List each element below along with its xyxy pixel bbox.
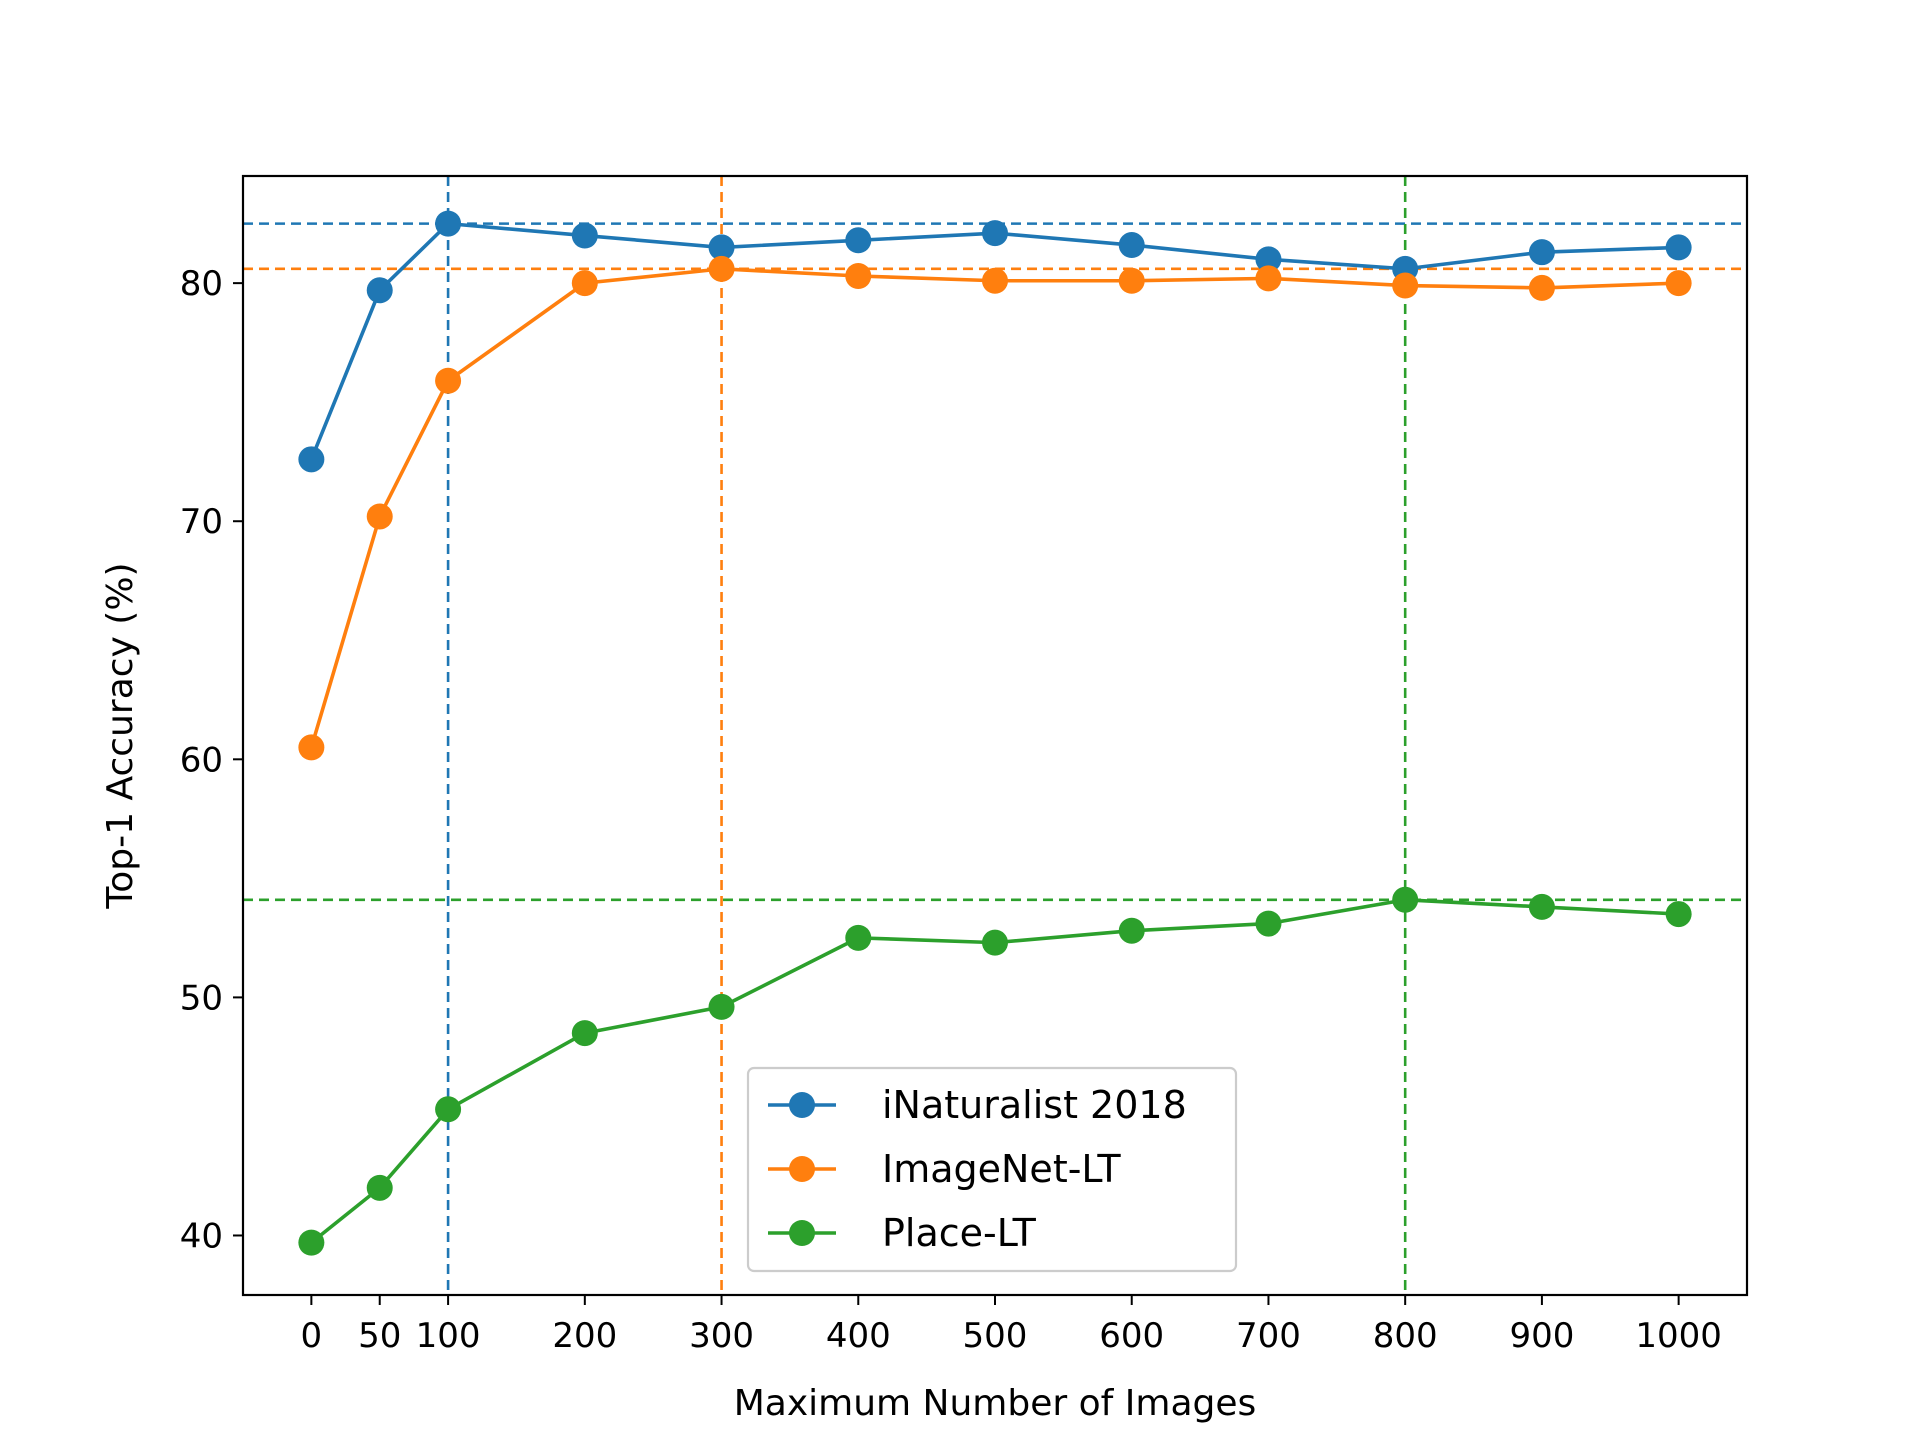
data-point	[298, 446, 325, 473]
data-point	[1392, 272, 1419, 299]
data-point	[845, 262, 872, 289]
data-point	[571, 1020, 598, 1047]
y-tick-label: 80	[180, 264, 223, 304]
y-axis-label: Top-1 Accuracy (%)	[100, 562, 141, 909]
legend-label: iNaturalist 2018	[882, 1083, 1187, 1127]
legend: iNaturalist 2018 ImageNet-LT Place-LT	[746, 1066, 1238, 1273]
x-tick-label: 50	[358, 1316, 401, 1356]
data-point	[435, 367, 462, 394]
x-tick-label: 100	[416, 1316, 481, 1356]
data-point	[708, 993, 735, 1020]
legend-label: ImageNet-LT	[882, 1147, 1121, 1191]
data-point	[1665, 901, 1692, 928]
x-tick-label: 300	[689, 1316, 754, 1356]
data-point	[435, 1096, 462, 1123]
series-line-2	[310, 897, 1679, 1245]
legend-box	[746, 1066, 1238, 1273]
data-point	[571, 222, 598, 249]
data-point	[982, 929, 1008, 956]
data-point	[366, 1174, 393, 1201]
data-point	[571, 270, 598, 297]
legend-marker	[789, 1092, 815, 1118]
x-tick-label: 400	[826, 1316, 891, 1356]
data-point	[298, 734, 325, 761]
data-point	[1528, 239, 1555, 266]
y-axis: 40 50 60 70 80	[180, 264, 243, 1256]
data-point	[1255, 246, 1282, 273]
x-tick-label: 1000	[1635, 1316, 1722, 1356]
data-point	[298, 1229, 325, 1256]
series-2	[298, 886, 1692, 1256]
x-tick-label: 700	[1236, 1316, 1301, 1356]
data-point	[1528, 274, 1555, 301]
data-point	[845, 227, 872, 254]
data-point	[366, 503, 393, 530]
y-tick-label: 70	[180, 502, 223, 542]
x-tick-label: 0	[301, 1316, 323, 1356]
data-point	[845, 924, 872, 951]
series-0	[298, 210, 1692, 473]
x-tick-label: 800	[1373, 1316, 1438, 1356]
series-layer	[298, 210, 1692, 1256]
data-point	[1665, 234, 1692, 261]
legend-marker	[789, 1156, 815, 1182]
legend-item-2: Place-LT	[768, 1211, 1037, 1255]
y-tick-label: 60	[180, 740, 223, 780]
x-tick-label: 500	[963, 1316, 1028, 1356]
data-point	[366, 277, 393, 304]
series-1	[298, 255, 1692, 761]
series-line-0	[309, 221, 1679, 460]
x-tick-label: 200	[552, 1316, 617, 1356]
legend-label: Place-LT	[882, 1211, 1037, 1255]
x-axis: 0 50 100 200 300 400 500 600 700 800 900 1000	[301, 1295, 1722, 1356]
data-point	[1255, 910, 1282, 937]
data-point	[1118, 267, 1145, 294]
data-point	[1528, 893, 1555, 920]
series-line-1	[309, 267, 1679, 748]
data-point	[982, 220, 1008, 247]
x-tick-label: 900	[1509, 1316, 1574, 1356]
legend-item-1: ImageNet-LT	[768, 1147, 1121, 1191]
data-point	[1665, 270, 1692, 297]
x-tick-label: 600	[1099, 1316, 1164, 1356]
legend-marker	[789, 1220, 815, 1246]
x-axis-label: Maximum Number of Images	[734, 1383, 1257, 1424]
data-point	[708, 234, 735, 261]
data-point	[435, 210, 462, 237]
legend-item-0: iNaturalist 2018	[768, 1083, 1187, 1127]
data-point	[982, 267, 1008, 294]
data-point	[1118, 232, 1145, 259]
data-point	[708, 255, 735, 282]
data-point	[1118, 917, 1145, 944]
data-point	[1255, 265, 1282, 292]
y-tick-label: 50	[180, 978, 223, 1018]
data-point	[1392, 886, 1419, 913]
y-tick-label: 40	[180, 1216, 223, 1256]
